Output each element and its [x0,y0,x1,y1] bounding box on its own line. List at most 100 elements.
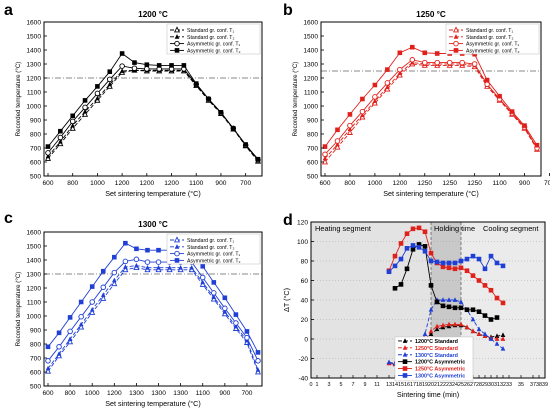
data-point [476,326,482,332]
y-tick-label: 1200 [303,76,318,83]
data-point [494,333,500,338]
legend-box [166,233,261,265]
data-point [189,265,194,270]
chart-a: 5006007008009001000110012001300140015001… [15,10,263,198]
data-point [69,124,76,131]
data-point [156,265,161,270]
y-tick-label: 700 [307,146,318,153]
x-tick-label: 22 [440,382,446,388]
data-point [211,290,217,296]
data-point [78,313,84,320]
data-point [218,110,224,115]
y-tick-label: 80 [301,259,309,266]
x-tick-label: 1 [316,382,319,388]
data-point [494,260,500,266]
data-point [446,304,452,310]
data-point [452,305,458,311]
x-axis-label: Sintering time (min) [397,390,459,399]
x-tick-label: 38 [536,382,542,388]
data-point [67,336,73,341]
data-point [476,256,482,262]
data-point [133,256,140,263]
data-point [422,50,428,56]
panel-letter-b: b [283,2,293,19]
data-point [482,266,488,272]
data-point [243,142,248,147]
x-tick-label: 13 [386,382,392,388]
data-point [119,68,125,73]
data-point [67,338,74,345]
data-point [244,334,250,341]
data-point [78,299,84,305]
x-tick-label: 29 [482,382,488,388]
segment-label: Cooling segment [483,224,538,233]
data-point [464,256,470,262]
data-point [200,264,206,269]
data-point [458,299,464,304]
data-point [482,331,488,337]
data-point [440,303,446,309]
legend-entry: Standard gr. conf. T₂ [187,35,234,41]
y-tick-label: 1100 [27,90,42,97]
x-tick-label: 1200 [164,180,179,187]
data-point [155,259,162,265]
legend-entry: Standard gr. conf. T₁ [187,28,234,34]
data-point [58,139,63,144]
legend-marker [402,338,408,343]
x-tick-label: 1300 [129,390,144,397]
data-point [484,77,490,83]
data-point [404,231,410,236]
legend-entry: 1250°C Asymmetric [415,367,465,373]
data-point [488,336,494,341]
data-point [222,309,228,314]
x-tick-label: 17 [410,382,416,388]
x-tick-label: 33 [506,382,512,388]
x-tick-label: 0 [310,382,313,388]
x-tick-label: 1250 [467,180,482,187]
x-tick-label: 32 [500,382,506,388]
y-tick-label: 1200 [26,286,41,293]
legend-marker [402,352,408,357]
x-tick-label: 800 [67,180,78,187]
y-axis-label: Recorded temperature (°C) [292,62,299,137]
panel-c: c 500 600 700 800 900 1000 1100 1200 1300 1400 150… [0,210,275,419]
data-point [335,141,340,147]
panel-b: b 500 600 700 800 900 1000 1100 1200 1300 1400 150… [275,0,550,210]
data-point [95,95,100,101]
x-axis-label: Set sintering temperature (°C) [105,189,201,198]
x-tick-label: 1200 [392,180,407,187]
data-point [255,350,261,355]
plot-frame [43,231,263,387]
legend-marker [453,48,459,53]
series-line-3 [47,258,259,362]
legend-entry: Asymmetric gr. conf. T₂ [466,48,520,54]
legend-entry: Standard gr. conf. T₂ [187,245,234,251]
data-point [45,358,51,364]
y-tick-label: 800 [30,342,41,349]
legend-entry: Standard gr. conf. T₁ [187,238,234,244]
data-point [422,229,428,235]
x-tick-label: 16 [404,382,410,388]
data-point [58,128,63,134]
legend-box [445,23,540,55]
data-point [347,112,353,117]
data-point [56,344,62,350]
legend-marker [173,236,181,243]
x-tick-label: 28 [476,382,482,388]
plot-frame [320,21,542,177]
data-point [428,250,434,256]
data-point [45,365,51,371]
data-point [464,307,470,313]
data-point [458,258,464,264]
data-point [82,104,88,111]
y-tick-label: 1500 [303,34,318,41]
x-tick-label: 18 [416,382,422,388]
data-point [446,321,452,327]
legend-entry: 1250°C Standard [415,346,458,352]
data-point [434,59,440,66]
y-tick-label: 1000 [26,104,41,111]
x-tick-label: 600 [42,180,53,187]
y-axis-label: ΔT (°C) [282,288,291,312]
data-point [452,260,458,266]
data-point [386,359,392,365]
